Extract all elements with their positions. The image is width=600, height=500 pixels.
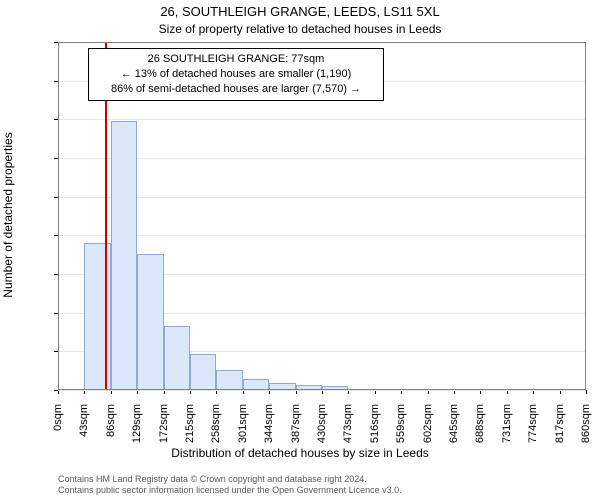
histogram-bar (269, 383, 295, 390)
x-tick-label: 430sqm (316, 404, 328, 454)
histogram-bar (111, 121, 137, 390)
x-tick-label: 516sqm (369, 404, 381, 454)
x-tick-label: 172sqm (158, 404, 170, 454)
annotation-line-1: 26 SOUTHLEIGH GRANGE: 77sqm (95, 52, 377, 67)
x-tick-label: 301sqm (237, 404, 249, 454)
page-title: 26, SOUTHLEIGH GRANGE, LEEDS, LS11 5XL (0, 4, 600, 19)
x-tick-label: 258sqm (210, 404, 222, 454)
annotation-line-3: 86% of semi-detached houses are larger (… (95, 82, 377, 97)
histogram-bar (322, 386, 348, 390)
histogram-bar (243, 379, 269, 390)
x-tick-label: 473sqm (342, 404, 354, 454)
credits: Contains HM Land Registry data © Crown c… (58, 474, 590, 497)
x-tick-label: 645sqm (448, 404, 460, 454)
x-tick-label: 344sqm (263, 404, 275, 454)
chart-subtitle: Size of property relative to detached ho… (0, 22, 600, 36)
x-tick-label: 602sqm (422, 404, 434, 454)
annotation-box: 26 SOUTHLEIGH GRANGE: 77sqm ← 13% of det… (88, 48, 384, 101)
histogram-bar (164, 326, 190, 390)
x-tick-label: 559sqm (395, 404, 407, 454)
x-tick-label: 129sqm (131, 404, 143, 454)
x-tick-label: 43sqm (78, 404, 90, 454)
credits-line-1: Contains HM Land Registry data © Crown c… (58, 474, 590, 485)
credits-line-2: Contains public sector information licen… (58, 485, 590, 496)
x-tick-label: 215sqm (184, 404, 196, 454)
x-tick-label: 817sqm (554, 404, 566, 454)
histogram-bar (137, 254, 163, 390)
annotation-line-2: ← 13% of detached houses are smaller (1,… (95, 67, 377, 82)
x-tick-label: 731sqm (501, 404, 513, 454)
histogram-bar (216, 370, 242, 390)
x-tick-label: 860sqm (580, 404, 592, 454)
histogram-bar (296, 385, 322, 390)
x-tick-label: 86sqm (105, 404, 117, 454)
x-tick-label: 774sqm (527, 404, 539, 454)
histogram-bar (190, 354, 216, 390)
x-tick-label: 387sqm (290, 404, 302, 454)
x-tick-label: 688sqm (474, 404, 486, 454)
x-tick-label: 0sqm (52, 404, 64, 454)
y-axis-label: Number of detached properties (1, 115, 15, 315)
